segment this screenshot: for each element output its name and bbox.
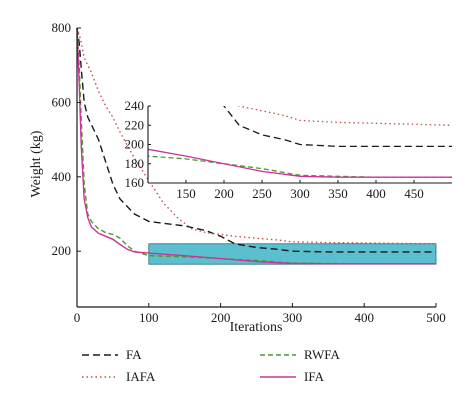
x-axis-label: Iterations [230, 320, 283, 335]
legend-label-iafa: IAFA [126, 369, 156, 384]
main-plot-area: 0 100 200 300 400 500 200 400 600 800 [52, 20, 446, 325]
x-tick-label: 300 [283, 310, 303, 325]
inset-zoom-plot: 150 200 250 300 350 400 450 160 180 200 220 240 [125, 98, 452, 201]
y-tick-label: 400 [52, 169, 72, 184]
inset-x-tick-label: 250 [252, 186, 272, 201]
x-tick-label: 500 [426, 310, 446, 325]
inset-y-tick-label: 220 [125, 117, 145, 132]
legend-label-ifa: IFA [304, 369, 325, 384]
inset-y-tick-label: 200 [125, 137, 145, 152]
inset-x-tick-label: 200 [214, 186, 234, 201]
inset-x-tick-label: 300 [290, 186, 310, 201]
inset-x-tick-label: 400 [366, 186, 386, 201]
inset-y-tick-label: 160 [125, 175, 145, 190]
legend-label-fa: FA [126, 347, 142, 362]
y-tick-label: 800 [52, 20, 72, 35]
inset-x-tick-label: 150 [176, 186, 196, 201]
x-tick-label: 100 [139, 310, 159, 325]
series-line-ifa [76, 27, 436, 265]
x-tick-label: 0 [74, 310, 81, 325]
y-tick-label: 600 [52, 94, 72, 109]
inset-series-line-fa [223, 106, 452, 148]
zoom-highlight-region [148, 243, 437, 265]
inset-y-tick-label: 180 [125, 156, 145, 171]
legend-label-rwfa: RWFA [304, 347, 340, 362]
inset-series-line-ifa [148, 148, 452, 178]
y-axis-label: Weight (kg) [29, 130, 44, 197]
series-line-fa [76, 27, 436, 253]
legend: FA IAFA RWFA IFA [82, 347, 340, 384]
x-tick-label: 400 [354, 310, 374, 325]
inset-x-tick-label: 450 [404, 186, 424, 201]
series-line-iafa [76, 27, 437, 245]
x-tick-label: 200 [211, 310, 231, 325]
y-tick-label: 200 [52, 243, 72, 258]
inset-y-tick-label: 240 [125, 98, 145, 113]
inset-x-tick-label: 350 [328, 186, 348, 201]
